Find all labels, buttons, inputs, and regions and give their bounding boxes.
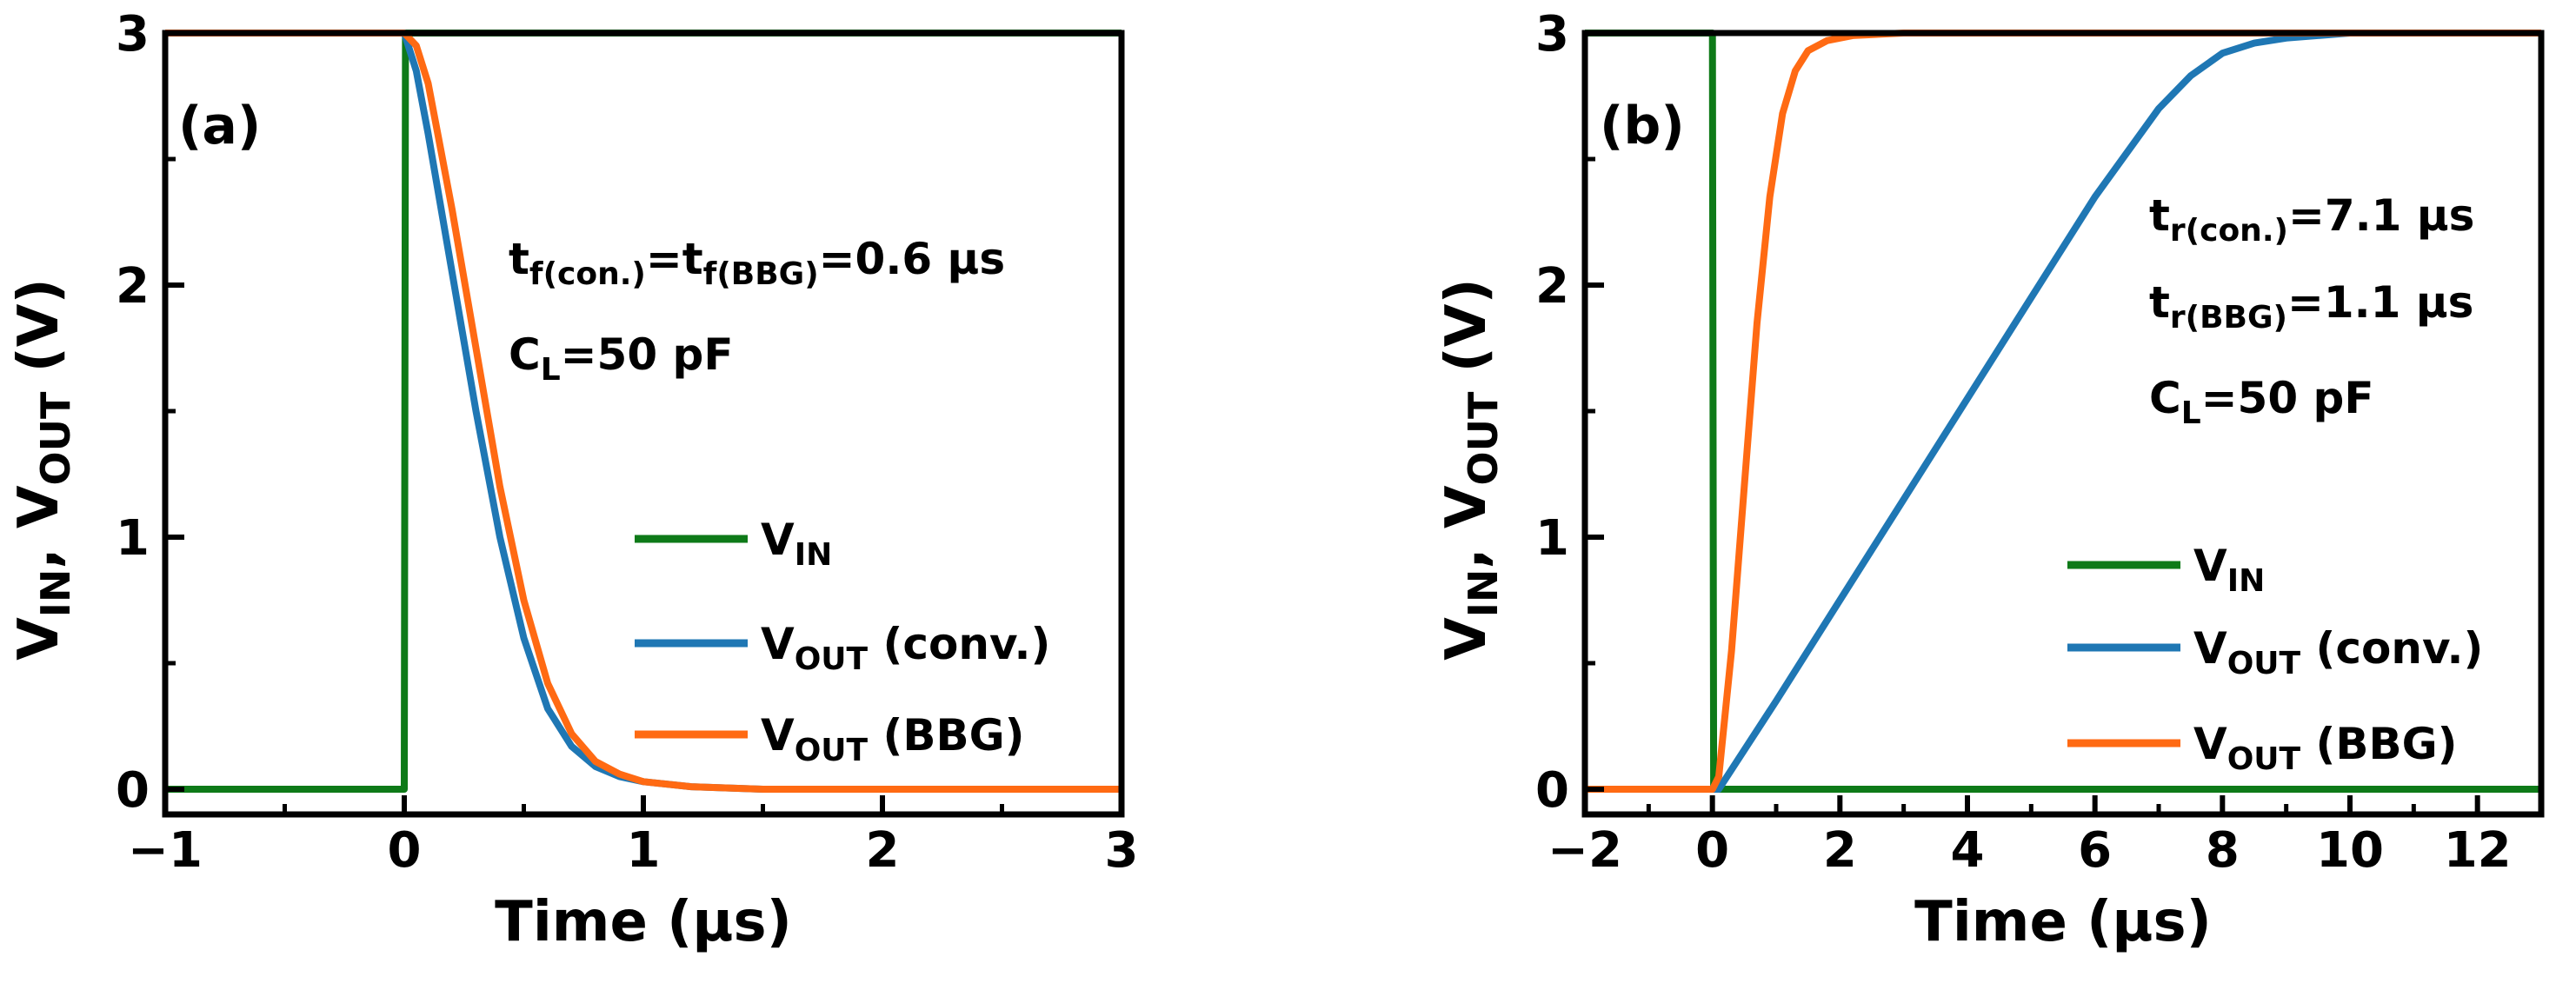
- y-tick-label: 3: [1535, 6, 1569, 63]
- series-line-vout-conv: [165, 30, 1122, 793]
- plot-frame: [162, 30, 1125, 818]
- x-tick-label: 12: [2444, 822, 2512, 879]
- plot-frame: [1581, 30, 2545, 818]
- x-tick-label: 6: [2078, 822, 2112, 879]
- x-tick-label: 8: [2206, 822, 2240, 879]
- x-axis-label: Time (μs): [495, 890, 792, 954]
- y-tick-label: 2: [116, 258, 150, 315]
- series-line-vout-bbg: [1585, 30, 2541, 793]
- legend-entry: VOUT (conv.): [761, 619, 1050, 677]
- legend-entry: VOUT (conv.): [2193, 623, 2483, 681]
- x-tick-label: 0: [388, 822, 422, 879]
- legend-entry: VOUT (BBG): [761, 710, 1024, 768]
- legend: VIN VOUT (conv.) VOUT (BBG): [2067, 541, 2483, 777]
- x-tick-label: 2: [866, 822, 900, 879]
- series-line-vout-bbg: [165, 30, 1122, 793]
- annotation-text: CL=50 pF: [509, 329, 733, 388]
- y-tick-label: 0: [1535, 762, 1569, 819]
- panel-label: (b): [1600, 96, 1685, 156]
- legend-entry: VIN: [2193, 541, 2265, 599]
- y-axis-label: VIN, VOUT (V): [7, 278, 79, 660]
- y-tick-label: 0: [116, 762, 150, 819]
- x-tick-label: 0: [1695, 822, 1729, 879]
- annotation-text: tr(con.)=7.1 μs: [2149, 190, 2474, 249]
- y-axis-label: VIN, VOUT (V): [1434, 278, 1507, 660]
- y-tick-label: 2: [1535, 258, 1569, 315]
- legend-entry: VIN: [761, 515, 832, 573]
- series-line-vin: [165, 30, 1122, 793]
- legend-entry: VOUT (BBG): [2193, 719, 2457, 777]
- x-tick-label: 4: [1951, 822, 1985, 879]
- legend: VIN VOUT (conv.) VOUT (BBG): [635, 515, 1050, 768]
- annotation-text: tr(BBG)=1.1 μs: [2149, 277, 2473, 336]
- y-tick-label: 1: [1535, 510, 1569, 567]
- annotation-text: tf(con.)=tf(BBG)=0.6 μs: [509, 234, 1005, 292]
- y-tick-label: 1: [116, 510, 150, 567]
- x-tick-label: −1: [128, 822, 203, 879]
- x-tick-label: 3: [1105, 822, 1139, 879]
- x-tick-label: −2: [1548, 822, 1622, 879]
- x-tick-label: 10: [2316, 822, 2384, 879]
- panel-label: (a): [178, 96, 261, 156]
- x-tick-label: 1: [627, 822, 661, 879]
- annotation-text: CL=50 pF: [2149, 373, 2373, 431]
- x-axis-label: Time (μs): [1914, 890, 2212, 954]
- y-tick-label: 3: [116, 6, 150, 63]
- x-tick-label: 2: [1823, 822, 1857, 879]
